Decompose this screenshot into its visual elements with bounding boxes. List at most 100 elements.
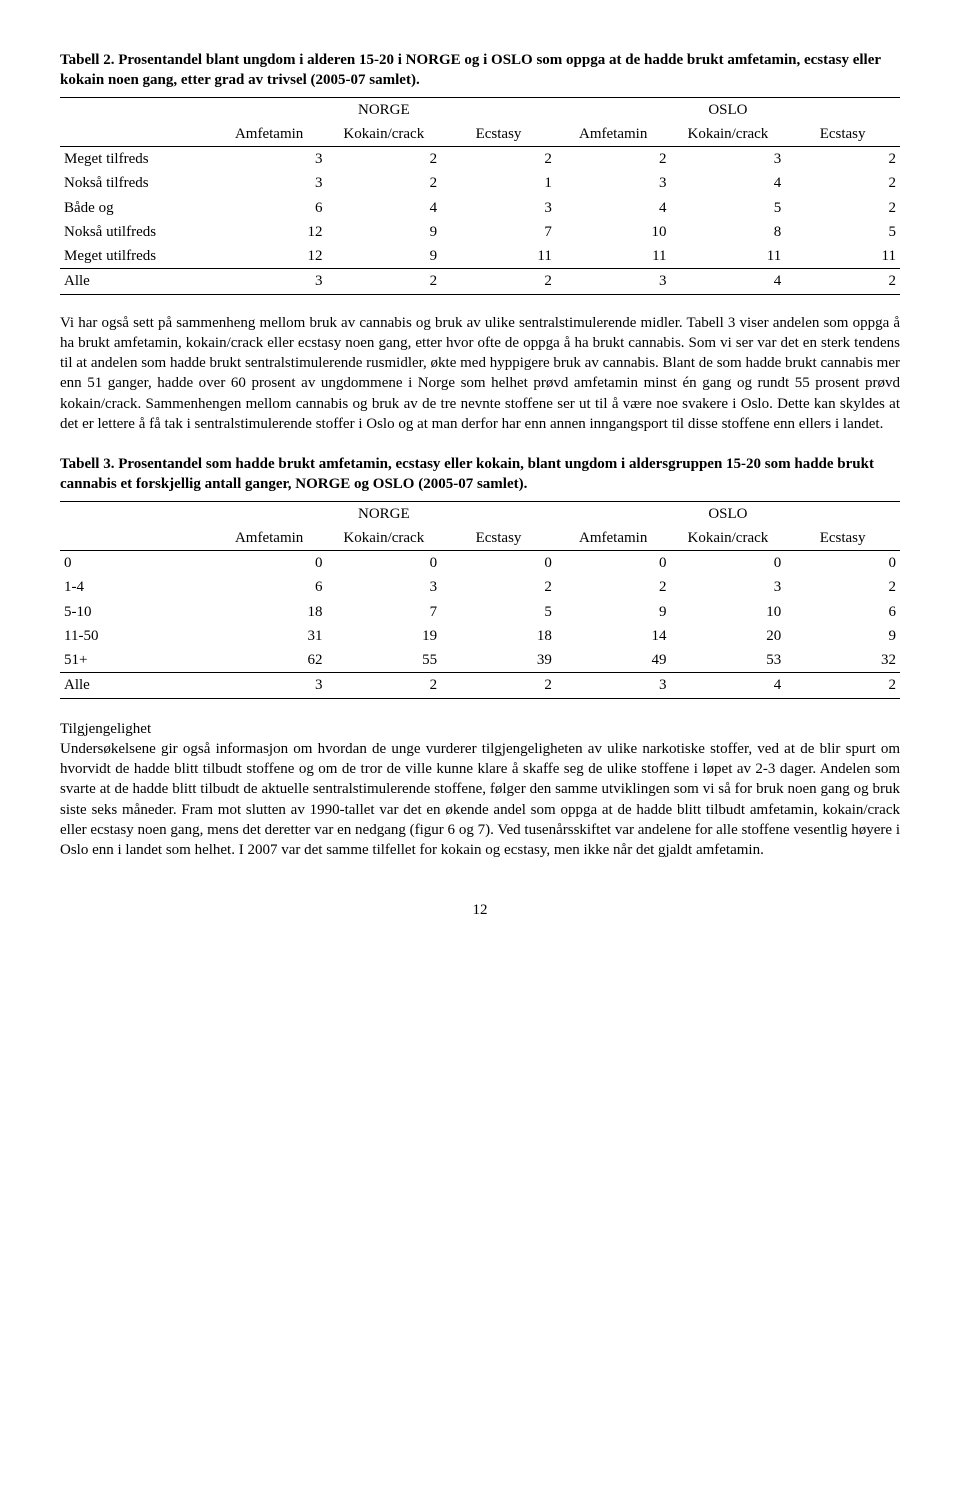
row-label: Alle xyxy=(60,269,212,294)
table3-col-header-row: Amfetamin Kokain/crack Ecstasy Amfetamin… xyxy=(60,526,900,551)
cell: 5 xyxy=(441,600,556,624)
cell: 3 xyxy=(671,147,786,172)
cell: 2 xyxy=(785,673,900,698)
cell: 62 xyxy=(212,648,327,673)
table3-group-norge: NORGE xyxy=(212,501,556,526)
cell: 4 xyxy=(671,171,786,195)
table2-col-4: Kokain/crack xyxy=(671,122,786,147)
cell: 11 xyxy=(671,244,786,269)
table2-group-norge: NORGE xyxy=(212,97,556,122)
cell: 6 xyxy=(785,600,900,624)
cell: 2 xyxy=(441,269,556,294)
table3-col-0: Amfetamin xyxy=(212,526,327,551)
table3-group-header-row: NORGE OSLO xyxy=(60,501,900,526)
table3-col-5: Ecstasy xyxy=(785,526,900,551)
cell: 3 xyxy=(212,171,327,195)
table3: NORGE OSLO Amfetamin Kokain/crack Ecstas… xyxy=(60,501,900,699)
row-label: Nokså utilfreds xyxy=(60,220,212,244)
table-row: Nokså utilfreds 12 9 7 10 8 5 xyxy=(60,220,900,244)
cell: 3 xyxy=(212,269,327,294)
table-row: Nokså tilfreds 3 2 1 3 4 2 xyxy=(60,171,900,195)
table3-col-2: Ecstasy xyxy=(441,526,556,551)
cell: 2 xyxy=(441,575,556,599)
cell: 12 xyxy=(212,244,327,269)
table2-col-header-row: Amfetamin Kokain/crack Ecstasy Amfetamin… xyxy=(60,122,900,147)
table2-group-header-row: NORGE OSLO xyxy=(60,97,900,122)
cell: 2 xyxy=(785,269,900,294)
cell: 2 xyxy=(441,673,556,698)
table2: NORGE OSLO Amfetamin Kokain/crack Ecstas… xyxy=(60,97,900,295)
tilgjengelighet-heading: Tilgjengelighet xyxy=(60,719,900,739)
row-label: Nokså tilfreds xyxy=(60,171,212,195)
row-label: Meget tilfreds xyxy=(60,147,212,172)
cell: 2 xyxy=(785,575,900,599)
table3-col-1: Kokain/crack xyxy=(326,526,441,551)
table2-col-0: Amfetamin xyxy=(212,122,327,147)
cell: 5 xyxy=(671,196,786,220)
cell: 0 xyxy=(671,551,786,576)
row-label: 1-4 xyxy=(60,575,212,599)
cell: 10 xyxy=(556,220,671,244)
row-label: 0 xyxy=(60,551,212,576)
cell: 11 xyxy=(785,244,900,269)
table2-col-3: Amfetamin xyxy=(556,122,671,147)
cell: 3 xyxy=(556,269,671,294)
row-label: Meget utilfreds xyxy=(60,244,212,269)
table3-group-oslo: OSLO xyxy=(556,501,900,526)
cell: 6 xyxy=(212,196,327,220)
row-label: Både og xyxy=(60,196,212,220)
cell: 31 xyxy=(212,624,327,648)
table2-footer-row: Alle 3 2 2 3 4 2 xyxy=(60,269,900,294)
cell: 12 xyxy=(212,220,327,244)
cell: 4 xyxy=(556,196,671,220)
row-label: Alle xyxy=(60,673,212,698)
cell: 7 xyxy=(441,220,556,244)
table2-col-1: Kokain/crack xyxy=(326,122,441,147)
cell: 53 xyxy=(671,648,786,673)
row-label: 51+ xyxy=(60,648,212,673)
cell: 49 xyxy=(556,648,671,673)
cell: 39 xyxy=(441,648,556,673)
cell: 32 xyxy=(785,648,900,673)
cell: 9 xyxy=(556,600,671,624)
cell: 0 xyxy=(441,551,556,576)
table2-caption: Tabell 2. Prosentandel blant ungdom i al… xyxy=(60,50,900,91)
cell: 3 xyxy=(556,171,671,195)
table-row: 11-50 31 19 18 14 20 9 xyxy=(60,624,900,648)
cell: 3 xyxy=(326,575,441,599)
table-row: 5-10 18 7 5 9 10 6 xyxy=(60,600,900,624)
cell: 2 xyxy=(326,147,441,172)
cell: 0 xyxy=(556,551,671,576)
table-row: Meget tilfreds 3 2 2 2 3 2 xyxy=(60,147,900,172)
cell: 3 xyxy=(212,147,327,172)
table3-footer-row: Alle 3 2 2 3 4 2 xyxy=(60,673,900,698)
cell: 0 xyxy=(785,551,900,576)
cell: 2 xyxy=(785,147,900,172)
cell: 3 xyxy=(671,575,786,599)
row-label: 11-50 xyxy=(60,624,212,648)
cell: 9 xyxy=(785,624,900,648)
cell: 4 xyxy=(326,196,441,220)
cell: 3 xyxy=(212,673,327,698)
cell: 18 xyxy=(441,624,556,648)
table-row: Meget utilfreds 12 9 11 11 11 11 xyxy=(60,244,900,269)
cell: 0 xyxy=(212,551,327,576)
paragraph-1: Vi har også sett på sammenheng mellom br… xyxy=(60,313,900,435)
tilgjengelighet-paragraph: Undersøkelsene gir også informasjon om h… xyxy=(60,739,900,861)
cell: 8 xyxy=(671,220,786,244)
cell: 2 xyxy=(326,673,441,698)
cell: 2 xyxy=(785,196,900,220)
cell: 14 xyxy=(556,624,671,648)
table-row: 1-4 6 3 2 2 3 2 xyxy=(60,575,900,599)
cell: 9 xyxy=(326,244,441,269)
cell: 1 xyxy=(441,171,556,195)
table2-group-oslo: OSLO xyxy=(556,97,900,122)
table-row: Både og 6 4 3 4 5 2 xyxy=(60,196,900,220)
cell: 7 xyxy=(326,600,441,624)
cell: 2 xyxy=(326,269,441,294)
cell: 5 xyxy=(785,220,900,244)
cell: 9 xyxy=(326,220,441,244)
cell: 4 xyxy=(671,673,786,698)
table2-col-5: Ecstasy xyxy=(785,122,900,147)
cell: 2 xyxy=(326,171,441,195)
